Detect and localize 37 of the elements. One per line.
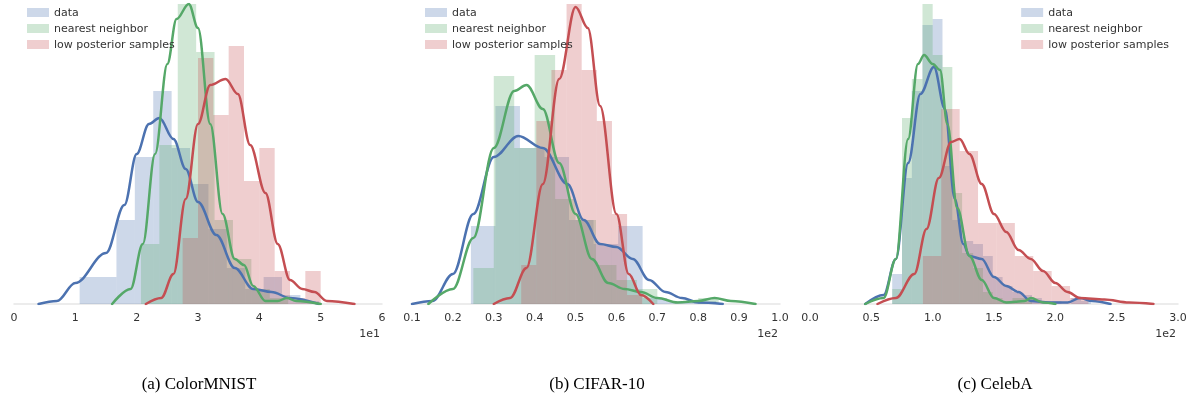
x-tick-label: 0.6 bbox=[607, 311, 626, 324]
x-tick-label: 3.0 bbox=[1169, 311, 1187, 324]
legend-label: data bbox=[1048, 6, 1073, 19]
x-tick-label: 4 bbox=[255, 311, 263, 324]
legend-label: nearest neighbor bbox=[54, 22, 149, 35]
x-tick-label: 2 bbox=[133, 311, 141, 324]
x-tick-label: 0.1 bbox=[403, 311, 421, 324]
x-tick-label: 0 bbox=[10, 311, 18, 324]
x-tick-label: 5 bbox=[317, 311, 325, 324]
x-tick-label: 2.0 bbox=[1046, 311, 1065, 324]
legend-label: nearest neighbor bbox=[452, 22, 547, 35]
x-tick-label: 0.5 bbox=[862, 311, 881, 324]
x-tick-label: 1.0 bbox=[771, 311, 789, 324]
x-axis-title: 1e1 bbox=[359, 327, 380, 340]
x-tick-label: 0.0 bbox=[801, 311, 819, 324]
x-tick-label: 0.2 bbox=[444, 311, 462, 324]
x-tick-label: 1.0 bbox=[923, 311, 942, 324]
x-tick-label: 0.5 bbox=[566, 311, 585, 324]
text: (a) ColorMNIST bbox=[141, 374, 257, 393]
x-tick-label: 3 bbox=[194, 311, 202, 324]
legend-label: data bbox=[54, 6, 79, 19]
text: (b) CIFAR-10 bbox=[549, 374, 645, 393]
x-axis-title: 1e2 bbox=[757, 327, 778, 340]
legend-label: low posterior samples bbox=[1048, 38, 1170, 51]
x-tick-label: 1.5 bbox=[985, 311, 1003, 324]
x-tick-label: 0.9 bbox=[730, 311, 748, 324]
x-tick-label: 1 bbox=[71, 311, 79, 324]
x-tick-label: 0.7 bbox=[648, 311, 667, 324]
legend-label: nearest neighbor bbox=[1048, 22, 1143, 35]
x-axis-title: 1e2 bbox=[1155, 327, 1176, 340]
x-tick-label: 0.4 bbox=[525, 311, 544, 324]
text: (c) CelebA bbox=[957, 374, 1034, 393]
x-tick-label: 6 bbox=[378, 311, 386, 324]
x-tick-label: 0.8 bbox=[689, 311, 707, 324]
x-tick-label: 0.3 bbox=[485, 311, 503, 324]
legend-label: data bbox=[452, 6, 477, 19]
x-tick-label: 2.5 bbox=[1107, 311, 1126, 324]
